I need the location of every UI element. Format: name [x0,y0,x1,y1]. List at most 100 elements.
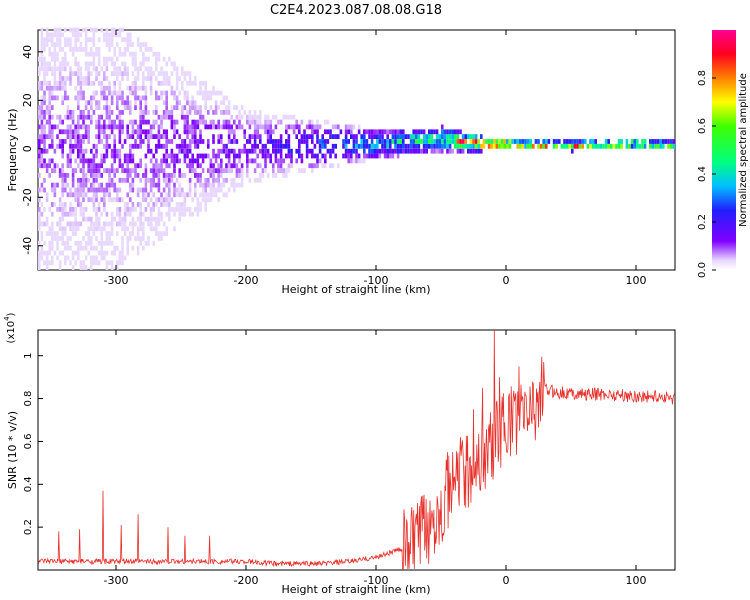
spectrogram-cell [157,177,161,183]
spectrogram-cell [662,143,665,149]
spectrogram-cell [493,143,496,149]
spectrogram-cell [576,139,579,144]
spectrogram-cell [139,226,142,232]
spectrogram-cell [165,143,168,149]
spectrogram-cell [139,211,142,217]
spectrogram-cell [160,95,163,101]
spectrogram-cell [90,236,93,241]
spectrogram-cell [84,173,88,178]
spectrogram-cell [326,119,330,125]
spectrogram-cell [116,42,119,47]
spectrogram-cell [71,265,75,270]
spectrogram-cell [264,163,267,169]
spectrogram-cell [212,139,215,144]
spectrogram-cell [277,168,280,173]
spectrogram-cell [79,221,83,227]
spectrogram-cell [108,42,111,47]
spectrogram-cell [259,148,262,154]
spectrogram-cell [430,143,434,149]
spectrogram-cell [131,207,135,212]
spectrogram-cell [123,202,127,207]
spectrogram-cell [103,37,106,43]
spectrogram-cell [199,173,202,178]
spectrogram-cell [56,114,59,120]
spectrogram-cell [108,37,111,43]
spectrogram-cell [209,105,213,110]
spectrogram-cell [253,158,257,164]
spectrogram-cell [516,143,519,149]
spectrogram-cell [259,139,262,144]
spectrogram-cell [235,173,239,178]
spectrogram-cell [129,148,132,154]
spectrogram-cell [131,51,135,57]
spectrogram-cell [571,139,574,144]
spectrogram-cell [147,119,150,125]
spectrogram-cell [100,95,103,101]
spectrogram-cell [194,105,197,110]
spectrogram-cell [100,255,103,261]
spectrogram-cell [147,143,150,149]
spectrogram-cell [142,226,145,232]
spectrogram-cell [92,66,96,72]
spectrogram-cell [303,129,306,135]
spectrogram-cell [108,231,111,236]
spectrogram-cell [134,207,137,212]
spectrogram-cell [212,134,215,139]
spectrogram-cell [58,66,62,72]
spectrogram-cell [199,139,202,144]
spectrogram-cell [269,129,272,135]
spectrogram-cell [412,148,415,154]
spectrogram-cell [155,216,158,222]
spectrogram-cell [545,139,548,144]
spectrogram-cell [316,139,319,144]
spectrogram-cell [469,134,473,139]
spectrogram-cell [422,143,426,149]
spectrogram-cell [235,163,239,169]
spectrogram-cell [64,187,67,193]
spectrogram-cell [71,250,75,256]
spectrogram-cell [222,192,226,198]
spectrogram-cell [66,236,70,241]
spectrogram-cell [201,153,205,159]
spectrogram-cell [246,139,249,144]
spectrogram-cell [636,139,639,144]
spectrogram-cell [149,124,153,130]
spectrogram-cell [233,119,236,125]
spectrogram-cell [227,158,231,164]
spectrogram-cell [136,124,140,130]
spectrogram-cell [597,143,600,149]
spectrogram-cell [183,207,187,212]
y-tick-label: -40 [21,237,34,255]
spectrogram-cell [160,71,163,76]
spectrogram-cell [253,119,257,125]
spectrogram-cell [84,240,88,246]
spectrogram-cell [90,163,93,169]
spectrogram-cell [113,27,116,33]
spectrogram-cell [121,129,124,135]
spectrogram-cell [95,105,98,110]
spectrogram-cell [355,134,358,139]
spectrogram-cell [139,61,142,67]
spectrogram-cell [131,245,135,251]
spectrogram-cell [162,143,166,149]
spectrogram-cell [92,163,96,169]
spectrogram-cell [425,134,428,139]
spectrogram-cell [542,143,545,149]
spectrogram-cell [175,129,179,135]
spectrogram-cell [144,95,148,101]
spectrogram-cell [103,202,106,207]
spectrogram-cell [175,76,179,81]
spectrogram-cell [456,148,460,154]
spectrogram-cell [311,134,314,139]
spectrogram-cell [131,153,135,159]
spectrogram-cell [84,100,88,106]
spectrogram-cell [381,129,384,135]
spectrogram-cell [126,32,129,38]
spectrogram-cell [170,158,174,164]
spectrogram-cell [139,110,142,115]
spectrogram-cell [105,240,109,246]
spectrogram-cell [82,245,85,251]
spectrogram-cell [95,90,98,96]
spectrogram-cell [69,124,72,130]
spectrogram-cell [45,80,49,86]
